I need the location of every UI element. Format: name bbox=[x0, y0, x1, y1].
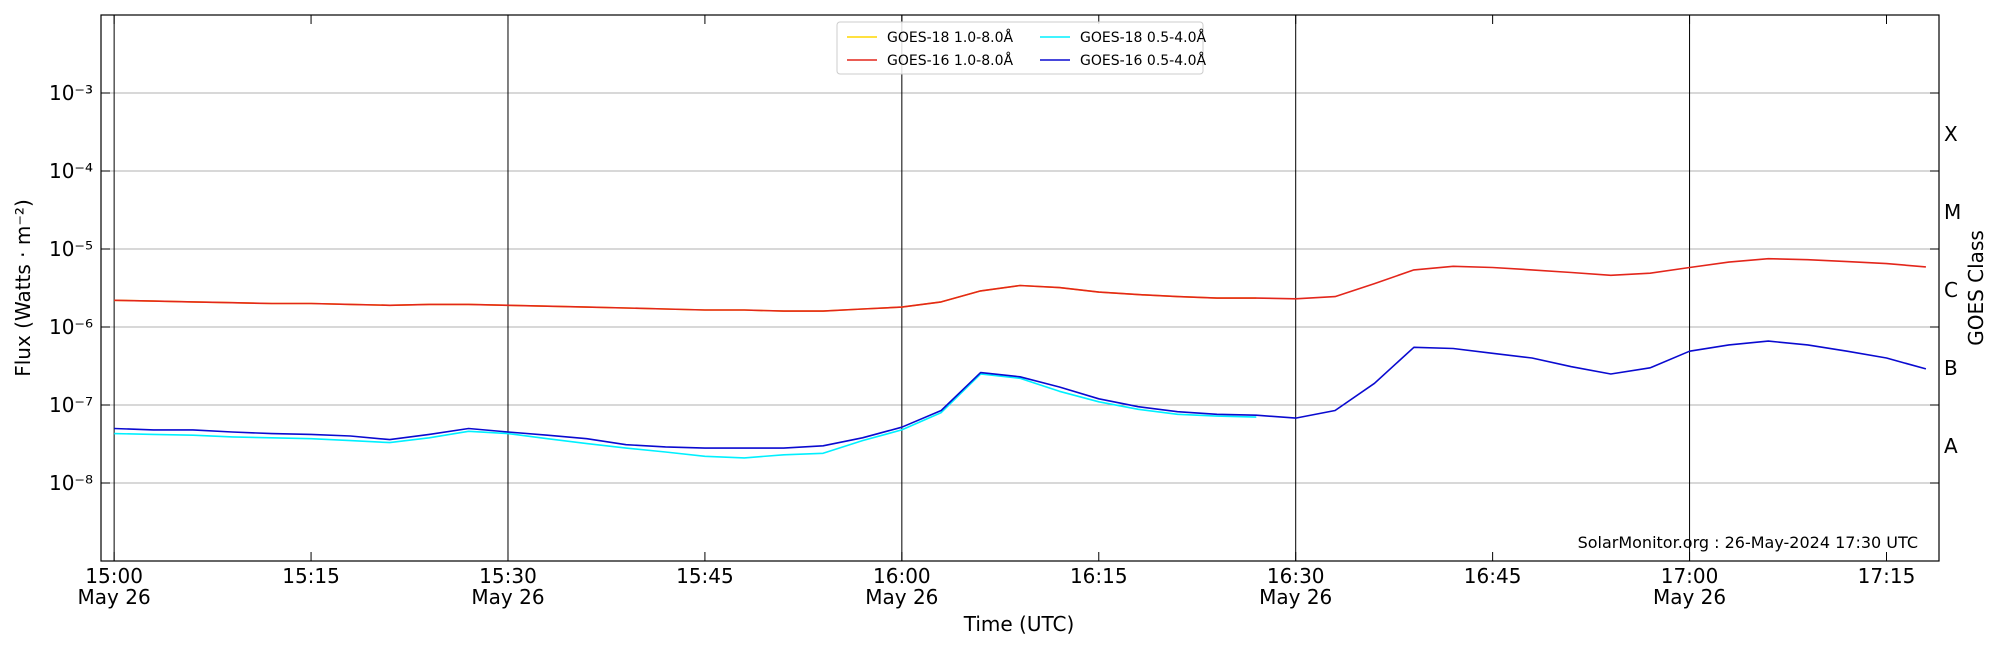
y2-tick-label: M bbox=[1944, 200, 1961, 224]
x-tick-date: May 26 bbox=[1259, 585, 1332, 609]
legend-label: GOES-18 0.5-4.0Å bbox=[1080, 29, 1206, 46]
y-tick-label: 10⁻⁷ bbox=[49, 393, 93, 417]
legend: GOES-18 1.0-8.0Å GOES-16 1.0-8.0Å GOES-18 … bbox=[836, 21, 1206, 75]
legend-label: GOES-16 0.5-4.0Å bbox=[1080, 52, 1206, 69]
y2-tick-label: B bbox=[1944, 356, 1958, 380]
x-tick-label: 15:15 bbox=[282, 564, 340, 588]
x-tick-date: May 26 bbox=[1653, 585, 1726, 609]
y-tick-label: 10⁻⁴ bbox=[49, 159, 93, 183]
y-tick-label: 10⁻³ bbox=[49, 81, 93, 105]
y-tick-label: 10⁻⁶ bbox=[49, 315, 93, 339]
y-axis-label: Flux (Watts · m⁻²) bbox=[11, 199, 35, 377]
x-tick-label: 16:30 bbox=[1267, 564, 1325, 588]
x-tick-date: May 26 bbox=[865, 585, 938, 609]
y-tick-label: 10⁻⁸ bbox=[49, 471, 93, 495]
legend-label: GOES-16 1.0-8.0Å bbox=[887, 52, 1013, 69]
x-tick-date: May 26 bbox=[471, 585, 544, 609]
x-tick-label: 15:30 bbox=[479, 564, 537, 588]
legend-box bbox=[836, 21, 1204, 75]
x-tick-label: 16:00 bbox=[873, 564, 931, 588]
series-line bbox=[114, 373, 1257, 459]
x-tick-label: 17:15 bbox=[1858, 564, 1916, 588]
y2-tick-label: A bbox=[1944, 434, 1958, 458]
y-tick-label: 10⁻⁵ bbox=[49, 237, 93, 261]
series-line bbox=[114, 284, 1257, 312]
x-tick-label: 15:00 bbox=[85, 564, 143, 588]
annotation: SolarMonitor.org : 26-May-2024 17:30 UTC bbox=[1578, 533, 1918, 552]
y2-tick-label: X bbox=[1944, 122, 1958, 146]
x-tick-label: 17:00 bbox=[1661, 564, 1719, 588]
legend-label: GOES-18 1.0-8.0Å bbox=[887, 29, 1013, 46]
x-tick-date: May 26 bbox=[78, 585, 151, 609]
x-axis-label: Time (UTC) bbox=[963, 612, 1075, 636]
x-tick-label: 15:45 bbox=[676, 564, 734, 588]
series-line bbox=[114, 340, 1927, 449]
x-tick-label: 16:15 bbox=[1070, 564, 1128, 588]
plot-frame bbox=[100, 14, 1940, 562]
series-line bbox=[114, 257, 1926, 312]
x-tick-label: 16:45 bbox=[1464, 564, 1522, 588]
y2-axis-label: GOES Class bbox=[1964, 230, 1988, 346]
y2-tick-label: C bbox=[1944, 278, 1958, 302]
